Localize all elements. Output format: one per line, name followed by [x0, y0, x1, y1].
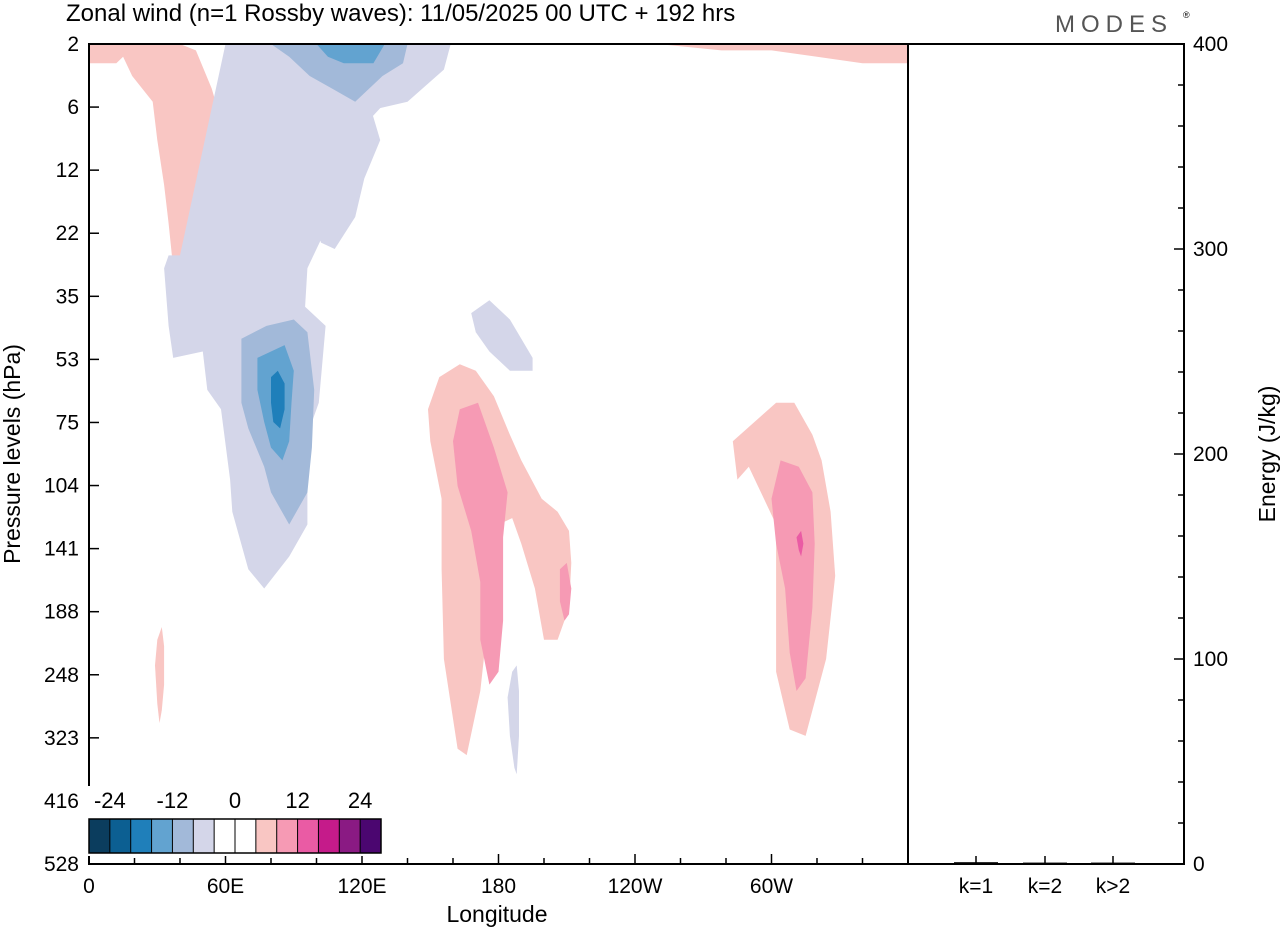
contour-field [89, 44, 908, 852]
y-tick-label: 2 [67, 33, 79, 56]
contour-region-12 [453, 402, 508, 685]
colorbar-label: -24 [94, 788, 126, 813]
energy-tick-label: 0 [1193, 853, 1205, 876]
contour-region-16 [796, 530, 804, 557]
contour-region-8 [316, 44, 385, 64]
y-axis-ticks: 2 6 12 22 35 53 75 104 141 188 248 323 416 528 [44, 33, 99, 876]
colorbar-label: 24 [348, 788, 372, 813]
contour-region-17 [155, 627, 165, 724]
colorbar-swatch [276, 819, 298, 853]
x-tick-label: 60E [207, 875, 244, 898]
colorbar-swatch [235, 819, 256, 853]
contour-region-13 [559, 562, 572, 621]
colorbar-swatch [318, 819, 340, 853]
y-tick-label: 35 [56, 285, 79, 308]
energy-axis: 0 100 200 300 400 [1174, 33, 1228, 876]
y-tick-label: 141 [44, 538, 79, 561]
colorbar-swatch [193, 819, 215, 853]
x-tick-label: 60W [750, 875, 793, 898]
modes-logo: MODES ® [1055, 10, 1190, 38]
colorbar-swatch [89, 819, 110, 853]
y-tick-label: 22 [56, 222, 79, 245]
chart-title: Zonal wind (n=1 Rossby waves): 11/05/202… [66, 0, 735, 27]
energy-category-label: k>2 [1096, 875, 1130, 898]
logo-registered-mark: ® [1183, 10, 1190, 20]
x-axis-title: Longitude [446, 901, 547, 927]
x-tick-label: 180 [481, 875, 516, 898]
colorbar-swatch [297, 819, 319, 853]
energy-tick-label: 300 [1193, 238, 1228, 261]
colorbar-label: 0 [229, 788, 241, 813]
contour-region-15 [771, 460, 815, 691]
energy-tick-label: 400 [1193, 33, 1228, 56]
contour-region-2 [164, 44, 451, 589]
y-tick-label: 323 [44, 727, 79, 750]
colorbar-swatch [339, 819, 361, 853]
contour-region-1 [657, 44, 908, 64]
contour-region-10 [271, 370, 285, 429]
colorbar-frame [88, 818, 382, 854]
y-axis-title: Pressure levels (hPa) [0, 344, 25, 564]
colorbar-swatch [172, 819, 194, 853]
y-tick-label: 188 [44, 601, 79, 624]
y-tick-label: 248 [44, 664, 79, 687]
colorbar-swatch [130, 819, 152, 853]
colorbar-swatch [360, 819, 381, 853]
colorbar-swatch [109, 819, 131, 853]
x-axis-ticks: 0 60E 120E 180 120W 60W [83, 854, 909, 898]
colorbar-label: 12 [285, 788, 309, 813]
y-tick-label: 75 [56, 411, 79, 434]
energy-tick-label: 100 [1193, 648, 1228, 671]
y-tick-label: 6 [67, 96, 79, 119]
y-tick-label: 104 [44, 475, 79, 498]
x-tick-label: 0 [83, 875, 95, 898]
contour-region-5 [507, 665, 519, 775]
y-tick-label: 416 [44, 790, 79, 813]
y-tick-label: 528 [44, 853, 79, 876]
colorbar-label: -12 [157, 788, 189, 813]
energy-category-label: k=1 [959, 875, 993, 898]
colorbar-swatch [214, 819, 235, 853]
energy-category-label: k=2 [1028, 875, 1062, 898]
logo-text: MODES [1055, 11, 1173, 38]
x-tick-label: 120E [337, 875, 386, 898]
y-tick-label: 53 [56, 348, 79, 371]
energy-plot-frame [907, 43, 1185, 865]
y-tick-label: 12 [56, 159, 79, 182]
colorbar-swatch [151, 819, 173, 853]
energy-axis-title: Energy (J/kg) [1254, 386, 1280, 523]
contour-region-4 [471, 300, 533, 371]
energy-bars: k=1 k=2 k>2 [954, 856, 1135, 898]
x-tick-label: 120W [608, 875, 663, 898]
colorbar-swatch [255, 819, 277, 853]
energy-tick-label: 200 [1193, 443, 1228, 466]
colorbar-legend: -24 -12 0 12 24 [87, 786, 383, 856]
